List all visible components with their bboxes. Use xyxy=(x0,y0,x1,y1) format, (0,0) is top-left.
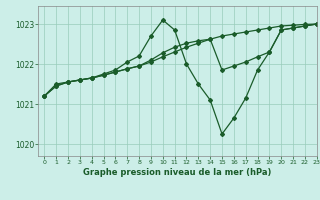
X-axis label: Graphe pression niveau de la mer (hPa): Graphe pression niveau de la mer (hPa) xyxy=(84,168,272,177)
